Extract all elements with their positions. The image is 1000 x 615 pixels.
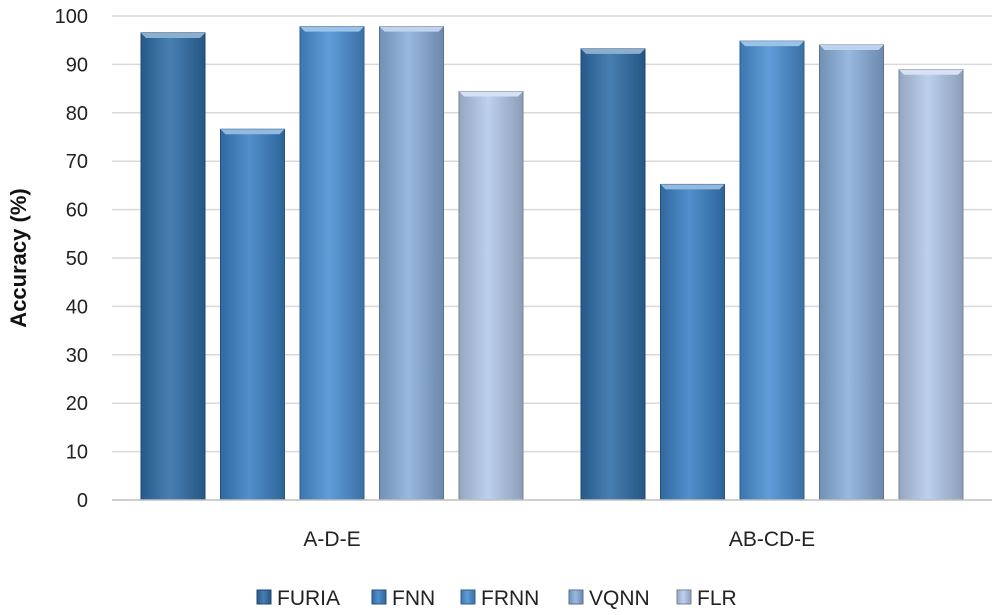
y-axis-label: Accuracy (%) [6, 188, 31, 327]
y-tick-label: 0 [77, 490, 88, 512]
bar-furia-a-d-e [140, 32, 206, 501]
y-tick-label: 20 [66, 393, 88, 415]
legend-swatch-flr [676, 589, 692, 605]
y-tick-label: 80 [66, 103, 88, 125]
bar-cap [141, 32, 205, 38]
bar-frnn-a-d-e [299, 26, 365, 501]
bar-fnn-ab-cd-e [660, 183, 725, 501]
y-tick-label: 100 [55, 6, 88, 28]
bar-fnn-a-d-e [220, 128, 285, 501]
y-axis-ticks: 0 10 20 30 40 50 60 70 80 90 100 [55, 6, 88, 512]
bar-cap [300, 26, 364, 32]
legend-label-furia: FURIA [277, 587, 340, 610]
bar-cap [899, 69, 963, 75]
y-tick-label: 30 [66, 345, 88, 367]
x-category-label: A-D-E [303, 528, 360, 551]
y-tick-label: 50 [66, 248, 88, 270]
legend-label-vqnn: VQNN [589, 587, 650, 610]
x-category-label: AB-CD-E [729, 528, 815, 551]
legend-swatch-vqnn [568, 589, 584, 605]
bar-cap [220, 129, 285, 135]
bar-flr-a-d-e [458, 91, 524, 501]
legend: FURIA FNN FRNN VQNN FLR [256, 587, 737, 610]
bar-flr-ab-cd-e [898, 69, 964, 501]
bar-vqnn-a-d-e [379, 26, 444, 501]
x-axis-categories: A-D-E AB-CD-E [303, 528, 815, 551]
bar-cap [379, 26, 444, 32]
bar-cap [459, 91, 523, 97]
bar-cap [660, 184, 725, 190]
y-tick-label: 90 [66, 54, 88, 76]
legend-label-frnn: FRNN [481, 587, 539, 610]
y-tick-label: 70 [66, 151, 88, 173]
bar-vqnn-ab-cd-e [819, 44, 884, 501]
bar-frnn-ab-cd-e [739, 40, 805, 501]
legend-swatch-fnn [371, 589, 387, 605]
y-tick-label: 10 [66, 442, 88, 464]
bars [140, 26, 964, 501]
legend-label-fnn: FNN [392, 587, 435, 610]
bar-furia-ab-cd-e [580, 48, 646, 501]
bar-cap [819, 45, 884, 51]
bar-cap [581, 48, 645, 54]
bar-cap [740, 41, 804, 47]
legend-swatch-furia [256, 589, 272, 605]
y-tick-label: 40 [66, 296, 88, 318]
legend-label-flr: FLR [697, 587, 737, 610]
legend-swatch-frnn [460, 589, 476, 605]
y-tick-label: 60 [66, 200, 88, 222]
